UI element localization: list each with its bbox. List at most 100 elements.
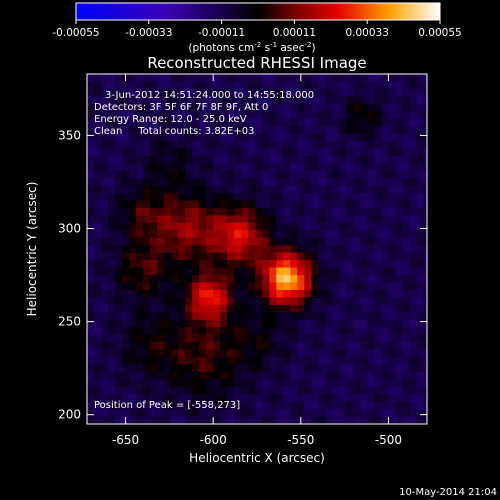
heatmap-cell (367, 416, 375, 424)
heatmap-cell (423, 148, 427, 157)
heatmap-cell (129, 74, 137, 82)
heatmap-cell (346, 386, 354, 395)
heatmap-cell (367, 409, 375, 417)
heatmap-cell (395, 74, 403, 82)
heatmap-cell (164, 155, 172, 164)
heatmap-cell (360, 81, 368, 90)
heatmap-cell (297, 304, 305, 313)
heatmap-cell (143, 349, 151, 358)
heatmap-cell (185, 141, 193, 149)
heatmap-cell (227, 245, 235, 254)
heatmap-cell (367, 356, 375, 365)
heatmap-cell (94, 185, 102, 194)
heatmap-cell (213, 133, 221, 142)
heatmap-cell (136, 148, 144, 157)
heatmap-cell (367, 319, 375, 328)
heatmap-cell (87, 260, 95, 269)
heatmap-cell (192, 356, 200, 365)
heatmap-cell (423, 312, 427, 321)
heatmap-cell (241, 163, 249, 172)
heatmap-cell (304, 230, 312, 239)
heatmap-cell (101, 297, 109, 306)
heatmap-cell (241, 379, 249, 388)
heatmap-cell (94, 371, 102, 380)
heatmap-cell (325, 409, 333, 417)
heatmap-cell (206, 260, 214, 269)
heatmap-cell (304, 275, 312, 283)
heatmap-cell (304, 96, 312, 105)
heatmap-cell (227, 126, 235, 134)
heatmap-cell (374, 267, 382, 276)
heatmap-cell (283, 342, 291, 350)
heatmap-cell (129, 230, 137, 239)
heatmap-cell (178, 230, 186, 239)
heatmap-cell (283, 178, 291, 187)
heatmap-cell (122, 133, 130, 142)
heatmap-cell (297, 170, 305, 179)
heatmap-cell (101, 178, 109, 187)
heatmap-cell (143, 379, 151, 388)
heatmap-cell (220, 193, 228, 201)
heatmap-cell (381, 215, 389, 224)
heatmap-cell (374, 111, 382, 120)
heatmap-cell (255, 222, 263, 231)
heatmap-cell (227, 319, 235, 328)
heatmap-cell (87, 155, 95, 164)
heatmap-cell (234, 215, 242, 224)
heatmap-cell (374, 304, 382, 313)
heatmap-cell (409, 74, 417, 82)
heatmap-cell (374, 297, 382, 306)
heatmap-cell (360, 170, 368, 179)
heatmap-cell (353, 237, 361, 246)
heatmap-cell (136, 163, 144, 172)
heatmap-cell (346, 81, 354, 90)
heatmap-cell (94, 193, 102, 201)
heatmap-cell (178, 81, 186, 90)
heatmap-cell (115, 409, 123, 417)
heatmap-cell (157, 170, 165, 179)
heatmap-cell (192, 319, 200, 328)
heatmap-cell (297, 237, 305, 246)
heatmap-cell (227, 118, 235, 127)
heatmap-cell (346, 267, 354, 276)
heatmap-cell (388, 215, 396, 224)
heatmap-cell (269, 409, 277, 417)
heatmap-cell (213, 141, 221, 149)
heatmap-cell (409, 252, 417, 261)
heatmap-cell (332, 148, 340, 157)
heatmap-cell (206, 364, 214, 373)
heatmap-cell (360, 141, 368, 149)
heatmap-cell (269, 185, 277, 194)
heatmap-cell (402, 163, 410, 172)
heatmap-cell (143, 81, 151, 90)
heatmap-cell (206, 88, 214, 97)
heatmap-cell (360, 96, 368, 105)
heatmap-cell (108, 215, 116, 224)
heatmap-cell (311, 141, 319, 149)
heatmap-cell (143, 185, 151, 194)
heatmap-cell (206, 267, 214, 276)
heatmap-cell (423, 208, 427, 216)
heatmap-cell (311, 260, 319, 269)
heatmap-cell (346, 275, 354, 283)
heatmap-cell (199, 416, 207, 424)
heatmap-cell (402, 126, 410, 134)
heatmap-cell (171, 170, 179, 179)
heatmap-cell (388, 327, 396, 336)
heatmap-cell (360, 319, 368, 328)
heatmap-cell (283, 289, 291, 298)
heatmap-cell (241, 88, 249, 97)
heatmap-cell (332, 141, 340, 149)
heatmap-cell (269, 260, 277, 269)
heatmap-cell (311, 364, 319, 373)
heatmap-cell (143, 304, 151, 313)
heatmap-cell (395, 379, 403, 388)
heatmap-cell (276, 416, 284, 424)
heatmap-cell (129, 275, 137, 283)
heatmap-cell (402, 148, 410, 157)
heatmap-cell (213, 245, 221, 254)
heatmap-cell (101, 275, 109, 283)
heatmap-cell (353, 118, 361, 127)
heatmap-cell (318, 118, 326, 127)
heatmap-cell (206, 282, 214, 291)
